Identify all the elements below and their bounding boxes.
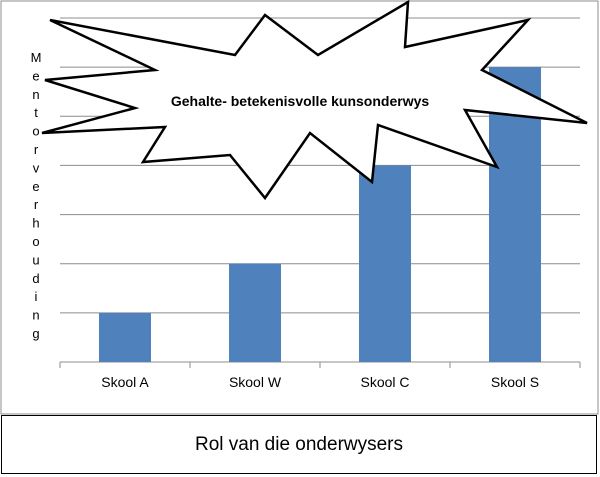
y-axis-label-letter: h (32, 216, 39, 231)
x-tick-label: Skool S (491, 374, 539, 390)
y-axis-label-letter: t (34, 105, 38, 120)
x-tick-label: Skool A (101, 374, 149, 390)
bar-skool-w (229, 263, 281, 362)
starburst-shape (41, 0, 588, 201)
y-axis-label-letter: u (32, 252, 39, 267)
caption-text: Rol van die onderwysers (194, 433, 404, 455)
x-axis-tick-labels: Skool A Skool W Skool C Skool S (101, 374, 539, 390)
caption-box: Rol van die onderwysers (1, 415, 597, 474)
y-axis-label-letter: o (32, 234, 39, 249)
y-axis-label-letter: r (34, 142, 39, 157)
y-axis-label-letter: n (32, 308, 39, 323)
callout-burst: Gehalte- betekenisvolle kunsonderwys (41, 0, 588, 201)
chart-area: Skool A Skool W Skool C Skool S Mentorverho… (0, 0, 599, 415)
y-axis-label-letter: v (33, 160, 40, 175)
y-axis-label-letter: o (32, 124, 39, 139)
callout-text: Gehalte- betekenisvolle kunsonderwys (171, 93, 430, 109)
x-tick-label: Skool W (229, 374, 282, 390)
y-axis-label-letter: d (32, 271, 39, 286)
y-axis-label-letter: i (35, 289, 38, 304)
bars (99, 67, 541, 363)
y-axis-label-letter: e (32, 179, 39, 194)
y-axis-label-letter: n (32, 87, 39, 102)
x-tick-label: Skool C (360, 374, 409, 390)
y-axis-label-letter: g (32, 326, 39, 341)
y-axis-label-letter: r (34, 197, 39, 212)
y-axis-label-letter: e (32, 68, 39, 83)
bar-skool-c (359, 165, 411, 362)
y-axis-label-letter: M (31, 50, 42, 65)
bar-skool-a (99, 312, 151, 362)
